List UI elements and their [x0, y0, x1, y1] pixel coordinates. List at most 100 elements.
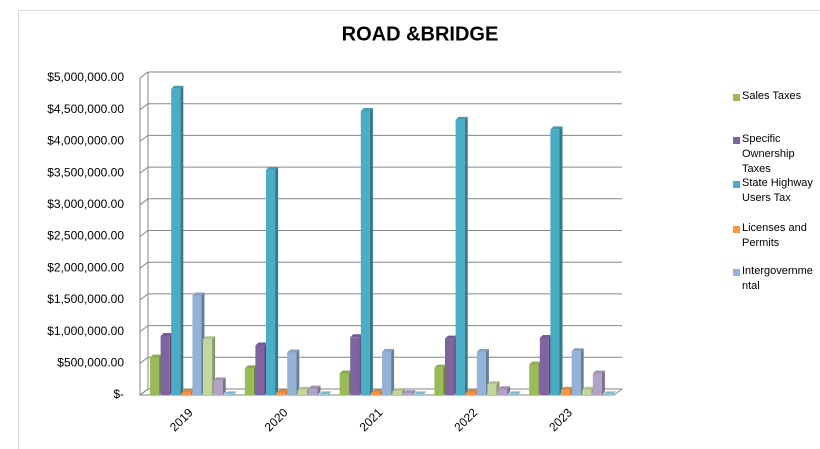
bar: [350, 337, 360, 395]
bar-top: [276, 389, 289, 393]
bar-top: [360, 107, 373, 111]
bar-top: [403, 390, 416, 394]
bar-side: [275, 166, 279, 395]
bar-top: [498, 386, 511, 390]
bar-top: [150, 354, 163, 358]
bar-side: [612, 391, 616, 395]
bar-top: [255, 342, 268, 346]
bar: [455, 119, 465, 396]
bar-side: [401, 388, 405, 395]
bar-top: [350, 334, 363, 338]
bar-top: [571, 348, 584, 352]
legend-swatch: [733, 94, 740, 101]
bar-top: [561, 386, 574, 390]
bar-top: [371, 389, 384, 393]
legend-swatch: [733, 137, 740, 144]
chart-title: ROAD &BRIDGE: [342, 23, 499, 45]
chart-frame: [18, 10, 820, 449]
bar-top: [297, 386, 310, 390]
bar-top: [224, 391, 237, 395]
legend-label: Specific Ownership Taxes: [742, 133, 795, 175]
y-tick-label: $1,500,000.00: [47, 292, 124, 306]
bar-top: [213, 377, 226, 381]
bar-top: [339, 370, 352, 374]
y-tick-label: $-: [113, 387, 124, 401]
bar-side: [180, 85, 184, 395]
bar-top: [308, 385, 321, 389]
bar: [434, 367, 444, 395]
bar: [445, 338, 455, 395]
bar-side: [391, 348, 395, 395]
bar: [192, 295, 202, 395]
bar-top: [181, 389, 194, 393]
bar: [571, 351, 581, 395]
bar-top: [171, 85, 184, 89]
bar: [403, 393, 413, 395]
grid-line: [139, 71, 622, 79]
bar-top: [466, 389, 479, 393]
y-tick-label: $4,000,000.00: [47, 134, 124, 148]
bar: [539, 337, 549, 395]
y-tick-label: $2,000,000.00: [47, 260, 124, 274]
bar: [160, 336, 170, 395]
legend-swatch: [733, 181, 740, 188]
legend-label: State Highway Users Tax: [742, 177, 813, 204]
bar: [476, 351, 486, 395]
bar: [413, 394, 423, 395]
bar-top: [539, 334, 552, 338]
bar: [181, 392, 191, 395]
y-tick-label: $4,500,000.00: [47, 102, 124, 116]
bar: [392, 391, 402, 395]
bar-top: [382, 348, 395, 352]
bar: [255, 345, 265, 395]
bar: [244, 368, 254, 395]
grid-line: [139, 103, 622, 111]
bar: [319, 394, 329, 395]
bar: [592, 373, 602, 395]
bar-side: [328, 391, 332, 395]
bar-side: [601, 370, 605, 395]
y-tick-label: $5,000,000.00: [47, 70, 124, 84]
bar-top: [550, 126, 563, 130]
bar-top: [603, 391, 616, 395]
bar-side: [412, 390, 416, 395]
bar: [213, 380, 223, 395]
bar: [171, 88, 181, 395]
bar-side: [422, 391, 426, 395]
bar-top: [445, 335, 458, 339]
bar: [224, 394, 234, 395]
bar: [203, 339, 213, 395]
bar-top: [319, 391, 332, 395]
bar: [529, 364, 539, 395]
bar-side: [369, 107, 373, 395]
bar: [603, 394, 613, 395]
bar-side: [464, 116, 468, 396]
bar-top: [287, 349, 300, 353]
bar-top: [192, 292, 205, 296]
bar-side: [296, 349, 300, 395]
bar-top: [592, 370, 605, 374]
bar: [561, 389, 571, 395]
y-tick-label: $3,000,000.00: [47, 197, 124, 211]
bar-top: [434, 364, 447, 368]
bar-top: [455, 116, 468, 120]
bar: [339, 373, 349, 395]
bar: [287, 352, 297, 395]
y-tick-label: $500,000.00: [57, 355, 124, 369]
bar: [382, 351, 392, 395]
bar: [550, 129, 560, 395]
bar-top: [244, 365, 257, 369]
bar-top: [266, 166, 279, 170]
bar-side: [559, 126, 563, 395]
y-tick-label: $3,500,000.00: [47, 165, 124, 179]
bar: [150, 357, 160, 395]
bar-side: [517, 391, 521, 395]
bar-side: [222, 377, 226, 395]
bar: [371, 392, 381, 395]
legend-label: Intergovernmental: [742, 265, 813, 292]
y-tick-label: $1,000,000.00: [47, 324, 124, 338]
bar-top: [413, 391, 426, 395]
bar-top: [392, 388, 405, 392]
